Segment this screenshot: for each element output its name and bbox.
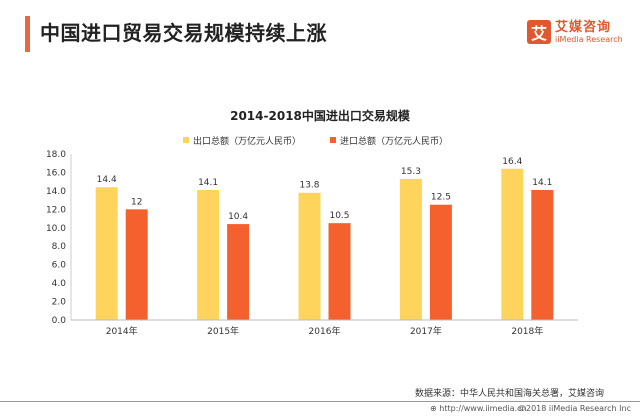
iimedia-logo: 艾 艾媒咨询 iiMedia Research [527, 20, 623, 44]
value-label-export: 14.1 [198, 178, 218, 188]
bar-import-2014年 [125, 209, 148, 320]
y-tick-label: 18.0 [46, 150, 66, 160]
x-tick-label: 2016年 [309, 325, 341, 337]
y-axis: 0.0 2.0 4.0 6.0 8.0 10.0 12.0 14.0 16.0 18.0 [46, 150, 72, 326]
x-tick-label: 2014年 [106, 325, 138, 337]
page-title: 中国进口贸易交易规模持续上涨 [40, 21, 327, 45]
value-label-export: 15.3 [401, 167, 421, 177]
x-tick-label: 2018年 [511, 325, 543, 337]
chart-legend: 出口总额（万亿元人民币） 进口总额（万亿元人民币） [183, 135, 448, 147]
bar-export-2018年 [501, 168, 524, 320]
chart-title: 2014-2018中国进出口交易规模 [230, 108, 411, 123]
value-label-import: 12.5 [431, 193, 451, 203]
value-label-import: 12 [131, 197, 142, 207]
bar-export-2016年 [298, 192, 321, 320]
y-tick-label: 0.0 [52, 316, 67, 326]
footer-copyright: ©2018 iiMedia Research Inc [518, 404, 631, 413]
legend-label-import: 进口总额（万亿元人民币） [340, 135, 448, 147]
value-label-import: 10.5 [329, 211, 349, 221]
footer-url-text[interactable]: http://www.iimedia.cn [439, 404, 527, 413]
bars-group: 14.4 12 14.1 10.4 13.8 10.5 15.3 12.5 16.4 14.1 [95, 157, 554, 320]
value-label-export: 14.4 [97, 175, 117, 185]
logo-name-en: iiMedia Research [555, 34, 623, 44]
y-tick-label: 2.0 [52, 298, 67, 308]
y-tick-label: 6.0 [52, 261, 67, 271]
bar-import-2018年 [531, 189, 554, 320]
footer-divider [0, 401, 640, 402]
value-label-import: 14.1 [532, 178, 552, 188]
logo-name-cn: 艾媒咨询 [555, 19, 612, 35]
y-tick-label: 8.0 [52, 242, 67, 252]
bar-import-2017年 [429, 204, 452, 320]
y-tick-label: 12.0 [46, 205, 66, 215]
legend-label-export: 出口总额（万亿元人民币） [193, 135, 301, 147]
bar-export-2015年 [197, 189, 220, 320]
legend-swatch-import [330, 137, 336, 143]
legend-swatch-export [183, 137, 189, 143]
bar-export-2017年 [399, 178, 422, 320]
bar-import-2016年 [328, 223, 351, 320]
bar-export-2014年 [95, 187, 118, 320]
title-accent-bar [25, 16, 30, 52]
globe-icon: ⊕ [430, 404, 440, 413]
y-tick-label: 14.0 [46, 187, 66, 197]
x-tick-label: 2015年 [207, 325, 239, 337]
value-label-export: 13.8 [299, 181, 319, 191]
bar-import-2015年 [227, 224, 250, 320]
y-tick-label: 4.0 [52, 279, 67, 289]
data-source-note: 数据来源：中华人民共和国海关总署，艾媒咨询 [415, 389, 605, 399]
logo-mark-icon: 艾 [527, 20, 551, 44]
y-tick-label: 10.0 [46, 224, 66, 234]
x-tick-label: 2017年 [410, 325, 442, 337]
value-label-export: 16.4 [502, 157, 522, 167]
x-axis: 2014年 2015年 2016年 2017年 2018年 [71, 319, 578, 337]
y-tick-label: 16.0 [46, 168, 66, 178]
value-label-import: 10.4 [228, 212, 248, 222]
footer-url: ⊕ http://www.iimedia.cn [430, 404, 527, 413]
